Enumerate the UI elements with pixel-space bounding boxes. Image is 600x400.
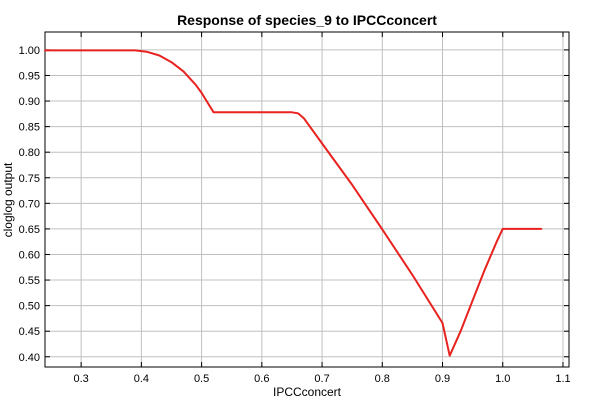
y-tick-label: 0.50 — [19, 301, 40, 313]
series-layer — [44, 49, 543, 357]
axis-ticks: 0.3 0.4 0.5 0.6 0.7 0.8 0.9 1.0 1.1 0.40 0.45 0.50 0… — [19, 32, 571, 385]
x-tick-label: 0.9 — [435, 373, 450, 385]
y-tick-label: 1.00 — [19, 45, 40, 57]
chart-title: Response of species_9 to IPCCconcert — [177, 12, 437, 28]
y-tick-label: 0.75 — [19, 173, 40, 185]
y-axis-label: cloglog output — [1, 162, 15, 237]
y-tick-label: 0.60 — [19, 249, 40, 261]
plot-frame — [44, 31, 570, 368]
x-axis-label: IPCCconcert — [273, 385, 342, 399]
x-tick-label: 1.0 — [495, 373, 510, 385]
series-line — [44, 49, 543, 357]
y-tick-label: 0.70 — [19, 198, 40, 210]
y-tick-label: 0.55 — [19, 275, 40, 287]
y-tick-label: 0.80 — [19, 147, 40, 159]
y-tick-label: 0.95 — [19, 70, 40, 82]
y-tick-label: 0.90 — [19, 96, 40, 108]
grid-lines — [45, 32, 569, 367]
x-tick-label: 0.3 — [73, 373, 88, 385]
x-tick-label: 0.5 — [194, 373, 209, 385]
x-tick-label: 0.7 — [314, 373, 329, 385]
x-tick-label: 1.1 — [555, 373, 570, 385]
y-tick-label: 0.85 — [19, 122, 40, 134]
y-tick-label: 0.45 — [19, 326, 40, 338]
x-tick-label: 0.6 — [254, 373, 269, 385]
y-tick-label: 0.65 — [19, 224, 40, 236]
x-tick-label: 0.4 — [134, 373, 149, 385]
x-tick-label: 0.8 — [375, 373, 390, 385]
y-tick-label: 0.40 — [19, 352, 40, 364]
